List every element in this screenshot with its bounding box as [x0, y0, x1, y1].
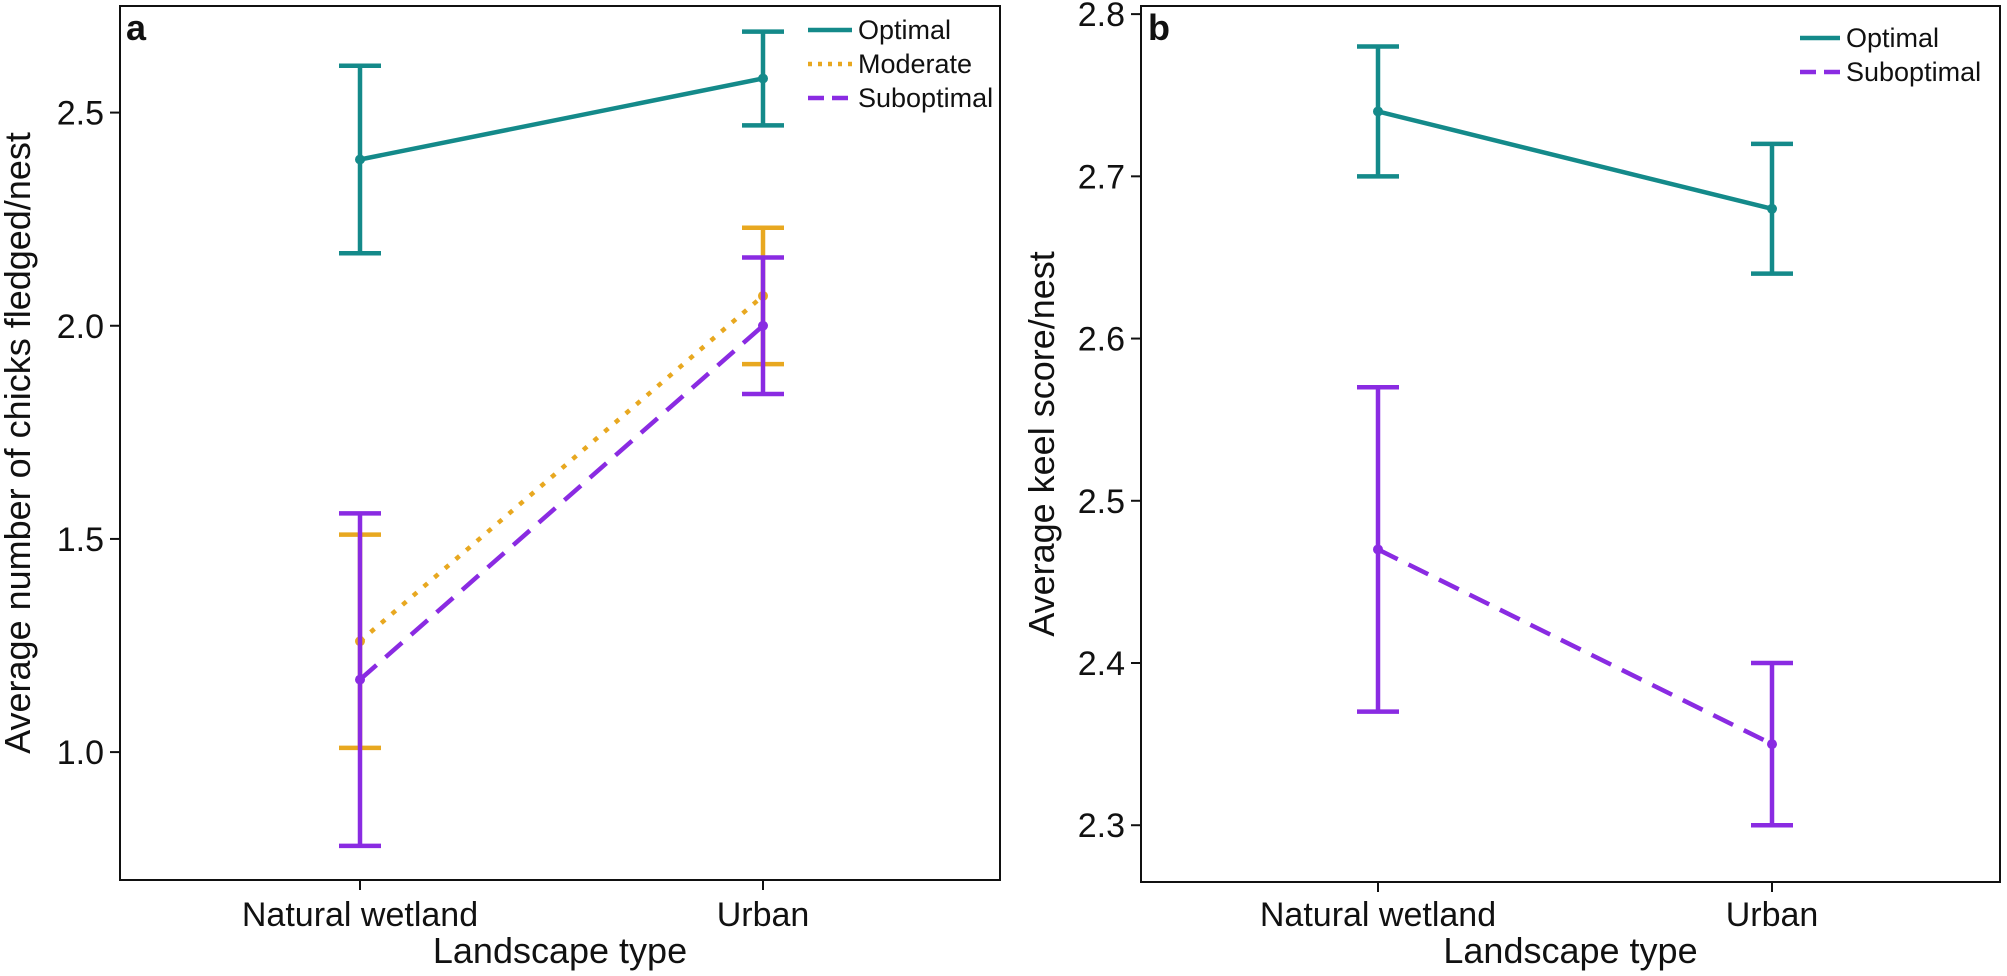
data-point	[1373, 544, 1383, 555]
data-point	[1767, 739, 1777, 750]
y-axis-title: Average keel score/nest	[1021, 251, 1062, 637]
series-suboptimal	[1357, 384, 1793, 828]
x-axis-title: Landscape type	[433, 930, 687, 971]
data-point	[1373, 106, 1383, 117]
series-moderate	[339, 225, 784, 751]
plot-frame	[119, 5, 1001, 881]
legend-label: Suboptimal	[858, 83, 993, 113]
y-tick-label: 2.5	[57, 95, 104, 133]
series-line	[358, 294, 765, 643]
x-axis-title: Landscape type	[1443, 930, 1697, 971]
legend-label: Optimal	[1846, 23, 1939, 53]
x-tick-label: Urban	[717, 896, 810, 934]
legend-entry: Moderate	[808, 49, 972, 79]
y-tick-label: 2.6	[1078, 321, 1125, 359]
data-point	[355, 154, 365, 165]
y-tick-label: 1.0	[57, 734, 104, 772]
plot-frame	[1140, 5, 2001, 883]
legend-label: Moderate	[858, 49, 972, 79]
panel-label: b	[1148, 7, 1170, 48]
series-line	[359, 76, 764, 162]
x-tick-label: Natural wetland	[1260, 896, 1496, 934]
y-tick-label: 1.5	[57, 521, 104, 559]
y-tick-label: 2.8	[1078, 0, 1125, 34]
y-tick-label: 2.7	[1078, 158, 1125, 196]
x-tick-label: Natural wetland	[242, 896, 478, 934]
series-line	[1377, 109, 1773, 211]
series-optimal	[339, 29, 784, 256]
data-point	[758, 320, 768, 331]
legend-entry: Suboptimal	[808, 83, 993, 113]
y-tick-label: 2.5	[1078, 483, 1125, 521]
data-point	[355, 674, 365, 685]
data-point	[758, 73, 768, 84]
series-line	[358, 324, 765, 682]
legend-entry: Optimal	[1800, 23, 1939, 53]
chart-panel-a: a 1.0 1.5 2.0 2.5 Natural wetland Urban Landsca…	[0, 5, 1001, 971]
legend-label: Optimal	[858, 15, 951, 45]
y-tick-label: 2.0	[57, 308, 104, 346]
series-line	[1377, 547, 1773, 747]
series-suboptimal	[339, 255, 784, 849]
legend-entry: Suboptimal	[1800, 57, 1981, 87]
y-tick-label: 2.4	[1078, 645, 1125, 683]
y-tick-label: 2.3	[1078, 807, 1125, 845]
chart-panel-b: b 2.3 2.4 2.5 2.6 2.7 2.8 Natural wetland Urban L…	[1021, 0, 2001, 971]
y-axis-title: Average number of chicks fledged/nest	[0, 132, 38, 754]
legend-entry: Optimal	[808, 15, 951, 45]
x-tick-label: Urban	[1726, 896, 1819, 934]
series-optimal	[1357, 44, 1793, 276]
data-point	[1767, 203, 1777, 214]
legend-label: Suboptimal	[1846, 57, 1981, 87]
panel-label: a	[126, 7, 147, 48]
